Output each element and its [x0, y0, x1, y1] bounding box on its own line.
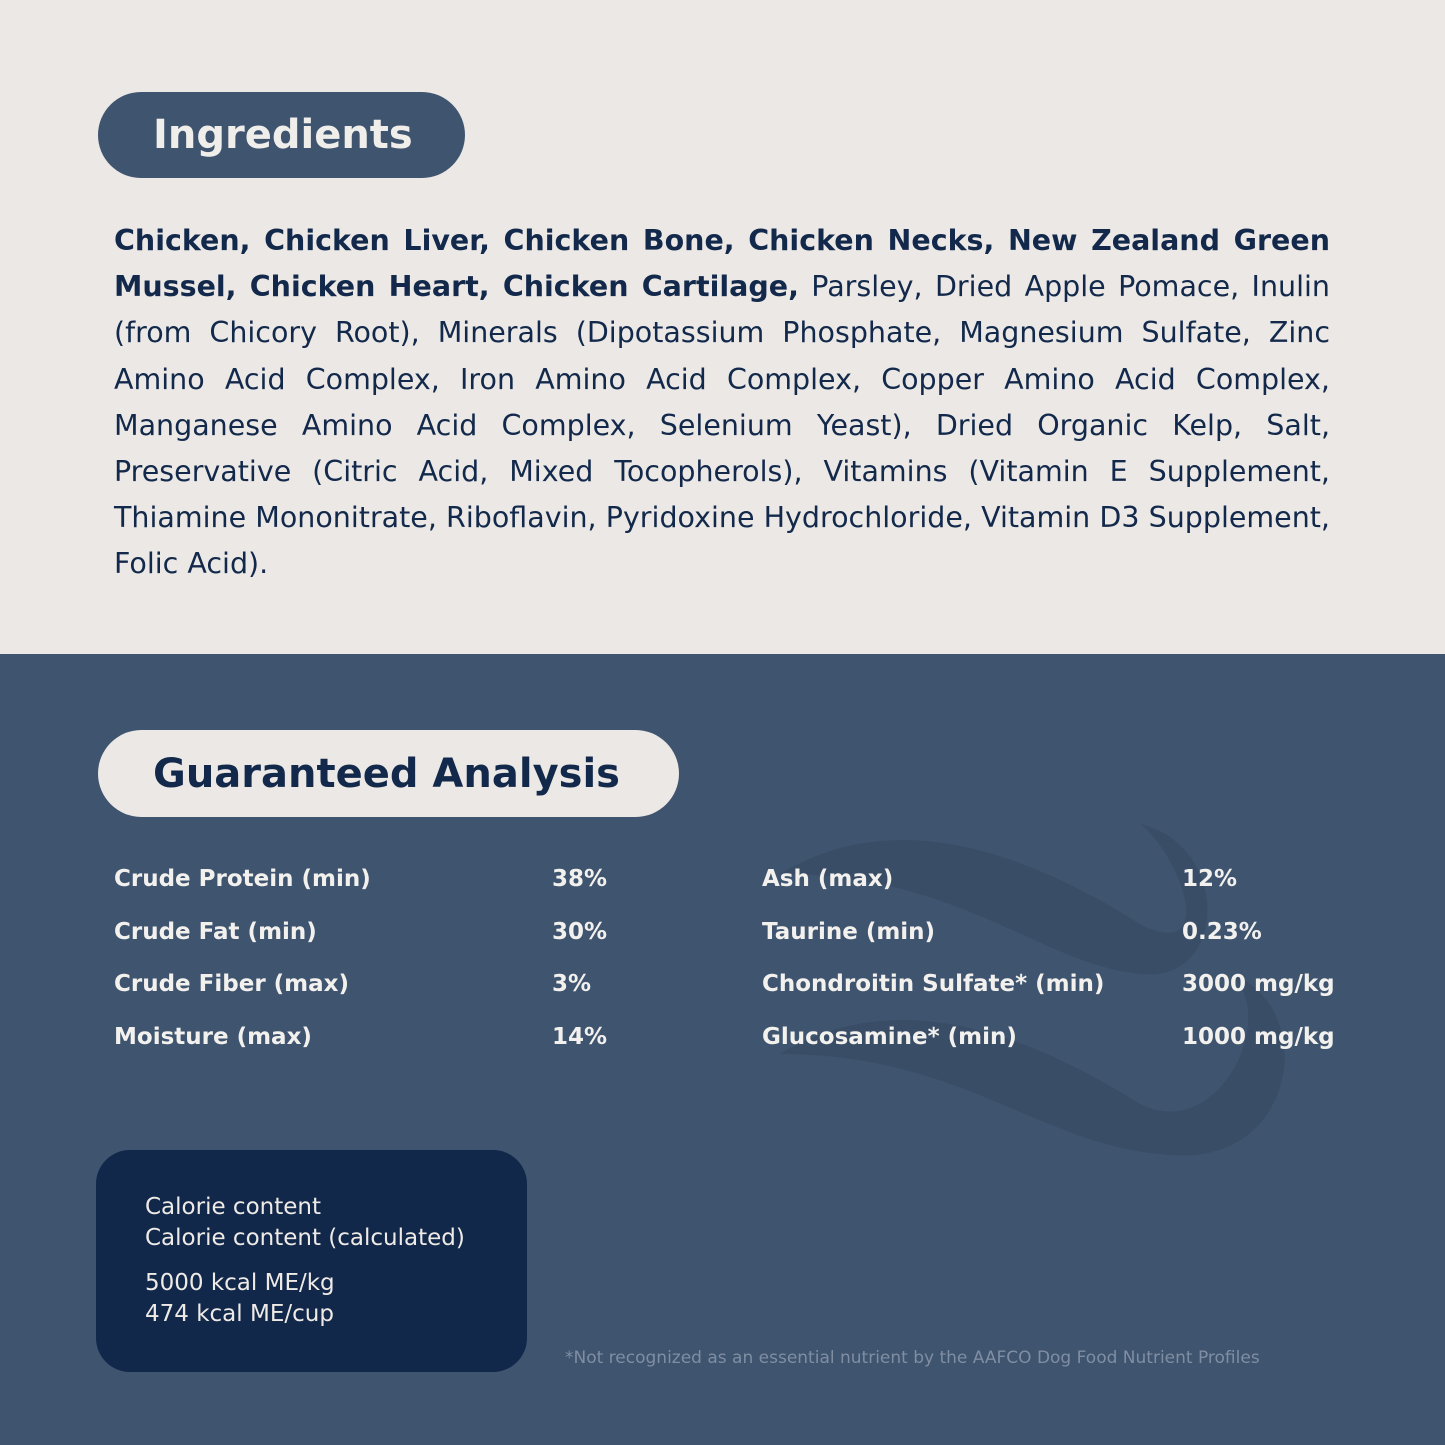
- footnote: *Not recognized as an essential nutrient…: [565, 1348, 1260, 1368]
- nutrient-label: Moisture (max): [114, 1024, 312, 1050]
- nutrient-value: 0.23%: [1182, 919, 1262, 945]
- ingredients-section: Ingredients Chicken, Chicken Liver, Chic…: [0, 0, 1445, 654]
- nutrient-label: Crude Protein (min): [114, 866, 371, 892]
- primary-ingredients: Chicken, Chicken Liver, Chicken Bone, Ch…: [114, 224, 1330, 304]
- nutrient-label: Crude Fat (min): [114, 919, 317, 945]
- calorie-label: Calorie content: [145, 1194, 321, 1220]
- nutrient-label: Crude Fiber (max): [114, 971, 350, 997]
- calorie-per-cup: 474 kcal ME/cup: [145, 1301, 334, 1327]
- nutrient-value: 3%: [552, 971, 592, 997]
- nutrient-value: 14%: [552, 1024, 608, 1050]
- nutrient-label: Chondroitin Sulfate* (min): [762, 971, 1105, 997]
- nutrient-label: Taurine (min): [762, 919, 936, 945]
- nutrient-value: 1000 mg/kg: [1182, 1024, 1335, 1050]
- nutrient-value: 3000 mg/kg: [1182, 971, 1335, 997]
- nutrient-label: Glucosamine* (min): [762, 1024, 1017, 1050]
- calorie-per-kg: 5000 kcal ME/kg: [145, 1270, 335, 1296]
- nutrient-value: 30%: [552, 919, 608, 945]
- analysis-heading: Guaranteed Analysis: [98, 730, 679, 817]
- other-ingredients: Parsley, Dried Apple Pomace, Inulin (fro…: [114, 270, 1330, 581]
- nutrient-value: 12%: [1182, 866, 1238, 892]
- wave-watermark-icon: [780, 824, 1285, 1156]
- calorie-label-calculated: Calorie content (calculated): [145, 1225, 465, 1251]
- ingredients-text: Chicken, Chicken Liver, Chicken Bone, Ch…: [114, 218, 1330, 588]
- analysis-section: Guaranteed Analysis Crude Protein (min) …: [0, 654, 1445, 1445]
- ingredients-heading: Ingredients: [98, 92, 465, 178]
- nutrient-value: 38%: [552, 866, 608, 892]
- calorie-box: Calorie content Calorie content (calcula…: [96, 1150, 527, 1372]
- nutrient-label: Ash (max): [762, 866, 894, 892]
